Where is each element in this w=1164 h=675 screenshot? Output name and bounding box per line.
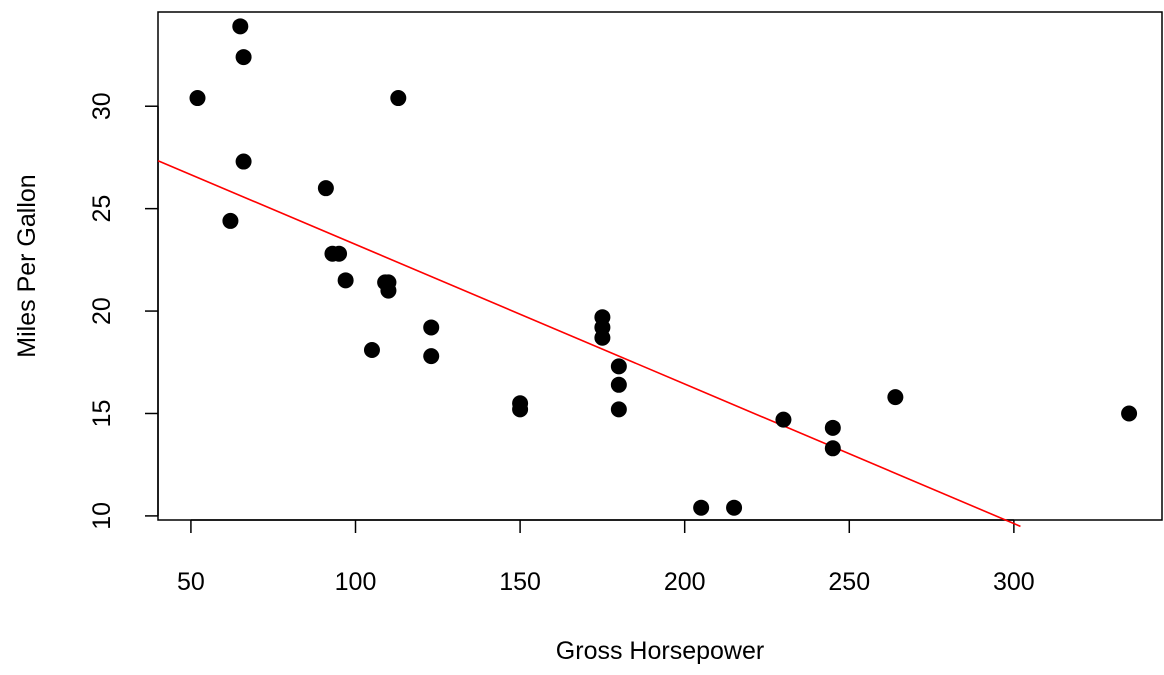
data-point: [423, 319, 440, 336]
data-point: [887, 389, 904, 406]
x-axis: 50 100 150 200 250 300: [177, 519, 1035, 596]
x-tick-label: 100: [335, 568, 377, 596]
points-layer: [189, 18, 1138, 516]
data-point: [390, 90, 407, 107]
x-tick-label: 150: [499, 568, 541, 596]
data-point: [235, 153, 252, 170]
data-point: [775, 411, 792, 428]
regression-line: [157, 159, 1021, 528]
data-point: [189, 90, 206, 107]
data-point: [726, 499, 743, 516]
data-point: [824, 419, 841, 436]
data-point: [363, 341, 380, 358]
data-point: [331, 245, 348, 262]
data-point: [610, 358, 627, 375]
y-tick-label: 10: [88, 502, 116, 530]
y-axis: 10 15 20 25 30: [88, 92, 159, 530]
data-point: [232, 18, 249, 35]
data-point: [610, 376, 627, 393]
y-tick-label: 25: [88, 195, 116, 223]
y-axis-label: Miles Per Gallon: [13, 174, 41, 357]
data-point: [377, 274, 394, 291]
x-tick-label: 200: [664, 568, 706, 596]
data-point: [824, 440, 841, 457]
x-tick-label: 300: [993, 568, 1035, 596]
data-point: [317, 180, 334, 197]
x-tick-label: 250: [828, 568, 870, 596]
y-tick-label: 20: [88, 297, 116, 325]
y-tick-label: 30: [88, 92, 116, 120]
x-tick-label: 50: [177, 568, 205, 596]
data-point: [594, 309, 611, 326]
data-point: [693, 499, 710, 516]
data-point: [423, 348, 440, 365]
plot-frame: [157, 11, 1163, 521]
fit-line-layer: [157, 159, 1021, 528]
data-point: [512, 401, 529, 418]
data-point: [337, 272, 354, 289]
data-point: [1121, 405, 1138, 422]
y-tick-label: 15: [88, 400, 116, 428]
data-point: [610, 401, 627, 418]
x-axis-label: Gross Horsepower: [556, 637, 764, 665]
data-point: [235, 49, 252, 66]
data-point: [222, 212, 239, 229]
